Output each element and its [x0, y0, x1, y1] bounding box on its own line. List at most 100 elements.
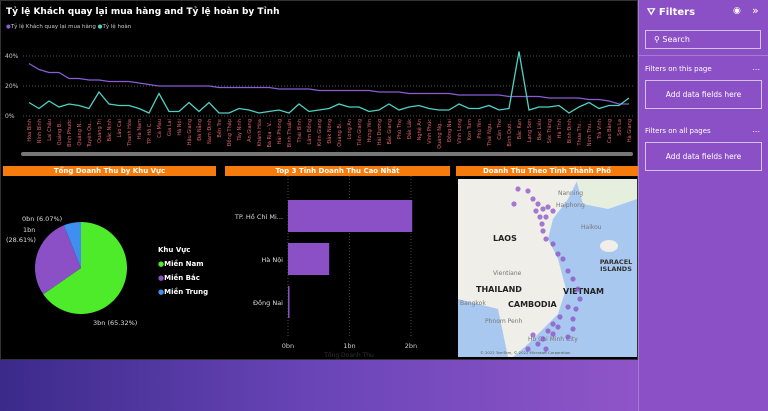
add-fields-this-page[interactable]: Add data fields here [645, 80, 762, 109]
divider [639, 55, 768, 56]
map-bubble[interactable] [535, 341, 541, 347]
map-bubble[interactable] [577, 296, 583, 302]
map-bubble[interactable] [565, 304, 571, 310]
x-tick-label: Tây Ninh [236, 119, 243, 142]
map-bubble[interactable] [557, 314, 563, 320]
map-bubble[interactable] [539, 221, 545, 227]
map-bubble[interactable] [533, 208, 539, 214]
repeat-rate-line [28, 62, 629, 105]
x-tick-label: Tuyên Qu... [86, 119, 93, 149]
legend-item[interactable]: ●Miền Nam [158, 260, 204, 268]
x-tick-label: Kiên Giang [316, 119, 323, 146]
map-bubble[interactable] [525, 188, 531, 194]
bottom-bar [0, 360, 638, 411]
x-tick-label: Vĩnh Long [457, 119, 463, 144]
x-tick-label: Cà Mau [156, 119, 163, 138]
x-tick-label: Đồng Tháp [225, 119, 233, 146]
map-bubble[interactable] [511, 201, 517, 207]
more-icon[interactable]: ... [752, 63, 760, 72]
x-tick-label: Đắk Nông [326, 119, 333, 144]
x-tick-label: Khánh Hòa [256, 119, 263, 146]
y-tick-label: 0% [5, 113, 15, 120]
map-bubble[interactable] [565, 268, 571, 274]
horizontal-scrollbar[interactable] [21, 152, 633, 156]
legend-item[interactable]: ●Miền Trung [158, 288, 209, 296]
map-bubble[interactable] [525, 346, 531, 352]
x-tick-label: Nghệ An [416, 119, 423, 140]
line-legend: ●Tỷ lệ Khách quay lại mua hàng ●Tỷ lệ ho… [6, 24, 132, 30]
map-bubble[interactable] [540, 206, 546, 212]
map-bubble[interactable] [570, 316, 576, 322]
y-tick-label: Hà Nội [261, 256, 283, 264]
map-bubble[interactable] [570, 276, 576, 282]
y-tick-label: 20% [5, 83, 19, 90]
map-bubble[interactable] [545, 204, 551, 210]
pie-data-label: 0bn (6.07%) [22, 215, 62, 223]
x-tick-label: Lào Cai [116, 119, 123, 137]
pie-slice [63, 222, 81, 268]
pie-header: Tổng Doanh Thu by Khu Vực [3, 166, 216, 176]
x-tick-label: Nam Định [207, 119, 213, 144]
map-bubble[interactable] [575, 286, 581, 292]
x-tick-label: Long An [347, 119, 353, 139]
map-bubble[interactable] [550, 321, 556, 327]
map-svg: LAOS THAILAND CAMBODIA VIETNAM Nanning H… [458, 179, 637, 357]
map-bubble[interactable] [555, 251, 561, 257]
x-tick-label: 2bn [405, 342, 417, 350]
more-icon[interactable]: ... [752, 125, 760, 134]
x-tick-label: Bình Thuận [286, 119, 293, 147]
svg-text:Nanning: Nanning [558, 190, 583, 197]
pie-chart: 3bn (65.32%) 1bn (28.61%) 0bn (6.07%) [6, 215, 137, 327]
map-bubble[interactable] [540, 336, 546, 342]
map-bubble[interactable] [537, 214, 543, 220]
map-bubble[interactable] [565, 334, 571, 340]
x-tick-label: Quảng Ng... [436, 119, 443, 149]
x-tick-label: Trà Vinh [596, 119, 603, 140]
x-tick-label: Tiền Giang [355, 119, 363, 147]
map-bubble[interactable] [550, 241, 556, 247]
map-bubble[interactable] [550, 208, 556, 214]
svg-text:Bangkok: Bangkok [460, 300, 486, 307]
search-input[interactable]: ⚲ Search [645, 30, 761, 49]
x-tick-label: Lạng Sơn [527, 119, 533, 142]
filters-this-page-label: Filters on this page [645, 65, 712, 73]
map-bubble[interactable] [550, 331, 556, 337]
bar [288, 200, 413, 232]
map-bubble[interactable] [543, 346, 549, 352]
x-tick-label: Lai Châu [46, 119, 53, 141]
x-tick-label: Sóc Trăng [546, 119, 553, 143]
pie-slice [34, 225, 81, 295]
map-bubble[interactable] [560, 256, 566, 262]
x-tick-label: Quảng Bi... [336, 119, 343, 147]
x-tick-label: Bến Tre [216, 119, 223, 138]
map-bubble[interactable] [573, 306, 579, 312]
map-bubble[interactable] [530, 196, 536, 202]
pie-legend-title: Khu Vực [158, 246, 191, 254]
collapse-icon[interactable]: » [752, 4, 759, 17]
map-bubble[interactable] [515, 186, 521, 192]
x-tick-label: Hòa Bình [26, 119, 33, 142]
legend-item[interactable]: ●Miền Bắc [158, 274, 200, 282]
map-bubble[interactable] [535, 201, 541, 207]
filters-header: ⛛ Filters [647, 7, 695, 18]
map-bubble[interactable] [543, 236, 549, 242]
map-bubble[interactable] [530, 332, 536, 338]
map-bubble[interactable] [555, 324, 561, 330]
return-rate-line [28, 51, 630, 114]
x-tick-label: Quảng B... [56, 119, 63, 146]
x-tick-label: Hải Phòng [276, 119, 283, 144]
add-fields-all-pages[interactable]: Add data fields here [645, 142, 762, 171]
y-tick-label: 40% [5, 53, 19, 60]
svg-text:Ho Chi Minh City: Ho Chi Minh City [528, 336, 578, 343]
eye-icon[interactable]: ◉ [733, 6, 741, 16]
x-tick-label: Hậu Giang [186, 119, 193, 145]
map-bubble[interactable] [545, 328, 551, 334]
map-visual[interactable]: LAOS THAILAND CAMBODIA VIETNAM Nanning H… [458, 179, 637, 357]
svg-text:Phnom Penh: Phnom Penh [485, 318, 523, 325]
svg-text:Haiphong: Haiphong [556, 202, 585, 209]
svg-text:CAMBODIA: CAMBODIA [508, 300, 558, 309]
map-bubble[interactable] [540, 228, 546, 234]
map-bubble[interactable] [543, 214, 549, 220]
x-tick-label: Thái Ngu... [486, 119, 493, 148]
map-bubble[interactable] [570, 326, 576, 332]
